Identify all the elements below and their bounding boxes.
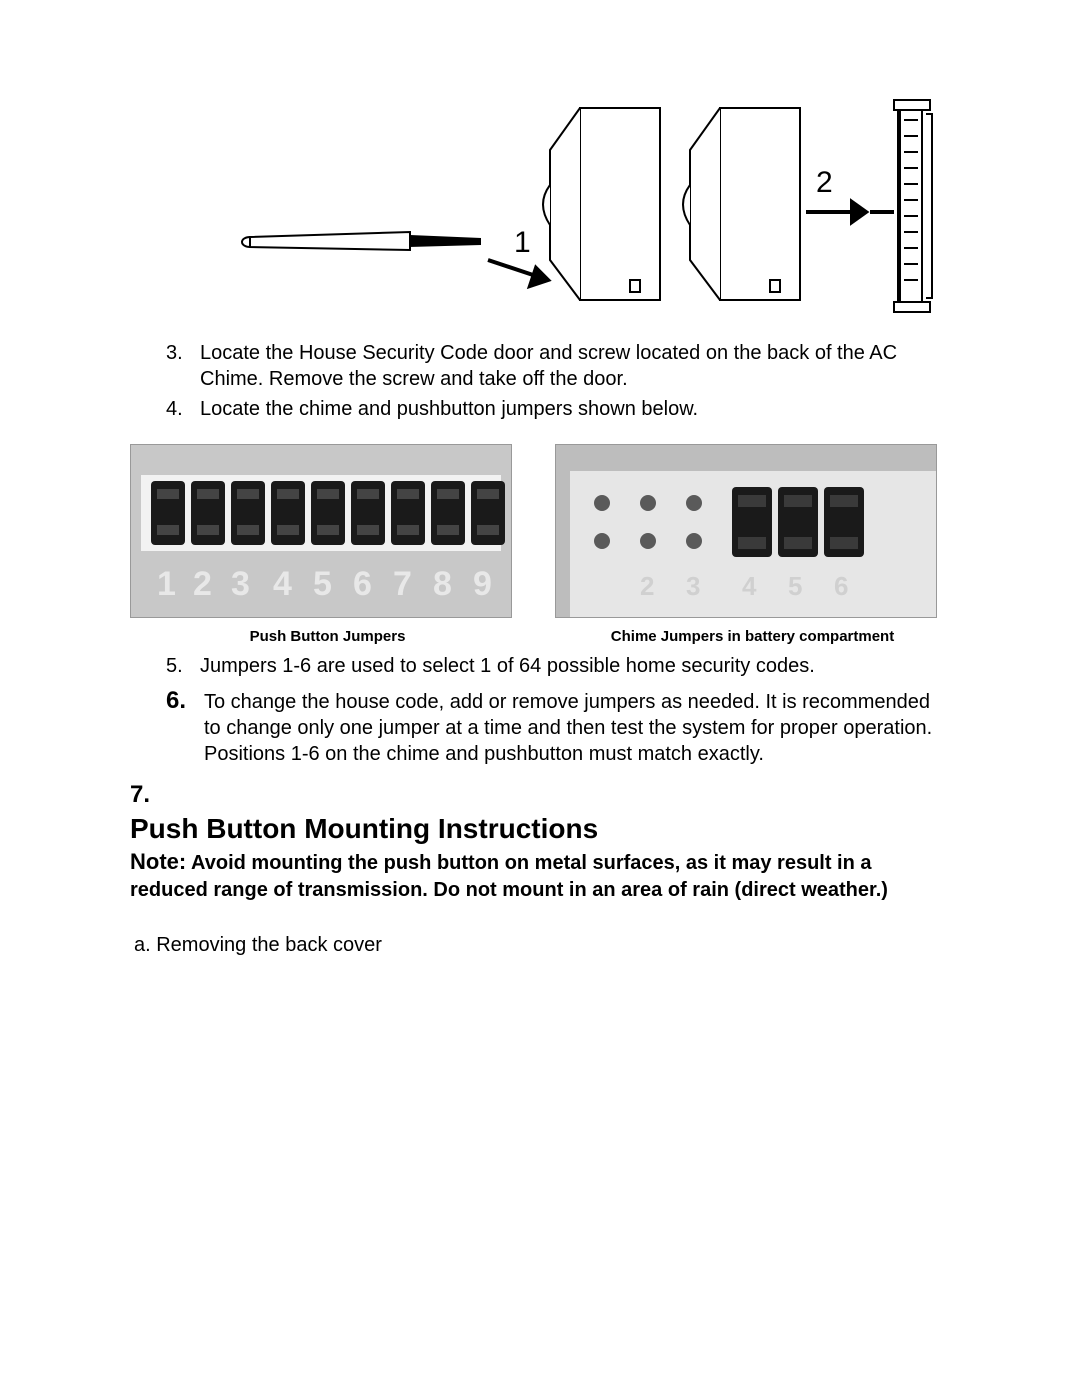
svg-text:6: 6 (834, 571, 848, 601)
instruction-list-top: 3. Locate the House Security Code door a… (166, 340, 950, 422)
svg-text:2: 2 (640, 571, 654, 601)
svg-text:3: 3 (231, 565, 250, 603)
note-label: Note: (130, 849, 186, 874)
list-num-3: 3. (166, 340, 200, 392)
svg-text:8: 8 (433, 565, 452, 603)
svg-text:6: 6 (353, 565, 372, 603)
svg-text:5: 5 (788, 571, 802, 601)
svg-text:5: 5 (313, 565, 332, 603)
note-block: Note: Avoid mounting the push button on … (130, 847, 950, 904)
svg-text:4: 4 (742, 571, 757, 601)
list-num-7: 7. (130, 781, 950, 809)
removal-diagram: 1 2 (230, 90, 950, 330)
svg-text:7: 7 (393, 565, 412, 603)
list-item: 4. Locate the chime and pushbutton jumpe… (166, 396, 950, 422)
list-text-4: Locate the chime and pushbutton jumpers … (200, 396, 950, 422)
svg-text:4: 4 (273, 565, 292, 603)
list-num-5: 5. (166, 653, 200, 679)
diagram-label-1: 1 (514, 226, 531, 259)
jumper-photos: 1 2 3 4 5 6 7 8 9 Push Button Jumpers (130, 444, 950, 645)
list-item: 3. Locate the House Security Code door a… (166, 340, 950, 392)
diagram-row: 1 2 (130, 90, 950, 330)
svg-text:9: 9 (473, 565, 492, 603)
list-text-3: Locate the House Security Code door and … (200, 340, 950, 392)
pushbutton-jumpers-caption: Push Button Jumpers (130, 628, 525, 645)
section-heading: Push Button Mounting Instructions (130, 813, 950, 845)
list-item-5-row: 5. Jumpers 1-6 are used to select 1 of 6… (166, 653, 950, 679)
list-text-6: To change the house code, add or remove … (204, 689, 950, 767)
chime-jumpers-svg: 2 3 4 5 6 (555, 444, 937, 618)
diagram-label-2: 2 (816, 166, 833, 199)
pushbutton-jumpers-figure: 1 2 3 4 5 6 7 8 9 Push Button Jumpers (130, 444, 525, 645)
list-num-4: 4. (166, 396, 200, 422)
list-item-6-row: 6. To change the house code, add or remo… (166, 687, 950, 767)
list-num-6: 6. (166, 687, 200, 716)
pushbutton-jumpers-svg: 1 2 3 4 5 6 7 8 9 (130, 444, 512, 618)
svg-text:3: 3 (686, 571, 700, 601)
chime-jumpers-figure: 2 3 4 5 6 Chime Jumpers in battery compa… (555, 444, 950, 645)
svg-text:1: 1 (157, 565, 176, 603)
chime-jumpers-caption: Chime Jumpers in battery compartment (555, 628, 950, 645)
svg-text:2: 2 (193, 565, 212, 603)
list-item: 5. Jumpers 1-6 are used to select 1 of 6… (166, 653, 950, 679)
note-body: Avoid mounting the push button on metal … (130, 852, 888, 901)
sub-item-a: a. Removing the back cover (134, 934, 950, 957)
list-text-5: Jumpers 1-6 are used to select 1 of 64 p… (200, 653, 950, 679)
